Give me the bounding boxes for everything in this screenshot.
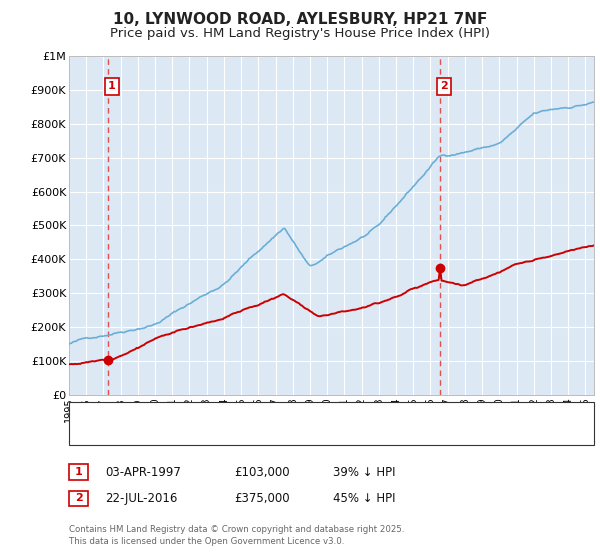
Text: 2: 2 [75, 493, 82, 503]
Text: 03-APR-1997: 03-APR-1997 [105, 465, 181, 479]
Text: 39% ↓ HPI: 39% ↓ HPI [333, 465, 395, 479]
Text: 10, LYNWOOD ROAD, AYLESBURY, HP21 7NF (detached house): 10, LYNWOOD ROAD, AYLESBURY, HP21 7NF (d… [119, 409, 460, 419]
Text: Contains HM Land Registry data © Crown copyright and database right 2025.
This d: Contains HM Land Registry data © Crown c… [69, 525, 404, 546]
Text: 2: 2 [440, 82, 448, 91]
Text: £103,000: £103,000 [234, 465, 290, 479]
Text: £375,000: £375,000 [234, 492, 290, 505]
Text: Price paid vs. HM Land Registry's House Price Index (HPI): Price paid vs. HM Land Registry's House … [110, 27, 490, 40]
Text: 22-JUL-2016: 22-JUL-2016 [105, 492, 178, 505]
Text: 10, LYNWOOD ROAD, AYLESBURY, HP21 7NF: 10, LYNWOOD ROAD, AYLESBURY, HP21 7NF [113, 12, 487, 27]
Text: 1: 1 [108, 82, 116, 91]
Text: 1: 1 [75, 467, 82, 477]
Text: HPI: Average price, detached house, Buckinghamshire: HPI: Average price, detached house, Buck… [119, 428, 416, 438]
Text: 45% ↓ HPI: 45% ↓ HPI [333, 492, 395, 505]
